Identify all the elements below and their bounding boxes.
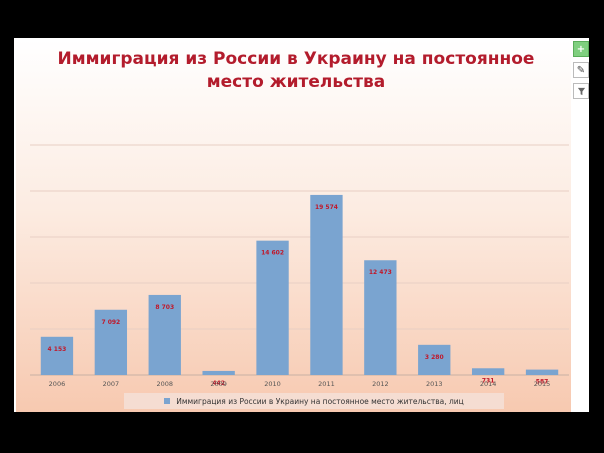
bar [418, 344, 451, 375]
chart-title: Иммиграция из России в Украину на постоя… [57, 49, 535, 92]
x-tick-label: 2010 [264, 380, 281, 388]
data-label: 14 602 [261, 250, 284, 257]
x-tick-label: 2009 [210, 380, 227, 388]
chart-toolbar: + ✎ [573, 41, 589, 104]
data-label: 19 574 [315, 204, 338, 211]
data-label: 587 [536, 379, 549, 386]
bar [256, 240, 289, 375]
chart-styles-button[interactable]: ✎ [573, 62, 589, 78]
data-label: 7 092 [101, 319, 120, 326]
data-label: 3 280 [425, 354, 444, 361]
bar [148, 294, 181, 375]
data-label: 12 473 [369, 269, 392, 276]
x-tick-label: 2015 [534, 380, 551, 388]
bar [94, 309, 128, 375]
bar [525, 369, 559, 375]
chart-legend[interactable]: Иммиграция из России в Украину на постоя… [124, 393, 504, 409]
bar [202, 370, 235, 375]
data-label: 442 [212, 380, 225, 387]
data-label: 731 [482, 377, 495, 384]
filter-icon [577, 87, 585, 95]
brush-icon: ✎ [576, 64, 586, 76]
data-label: 8 703 [155, 304, 174, 311]
x-tick-label: 2013 [426, 380, 443, 388]
x-tick-label: 2011 [318, 380, 335, 388]
x-tick-label: 2012 [372, 380, 389, 388]
x-tick-label: 2006 [49, 380, 66, 388]
bar [471, 368, 505, 375]
data-label: 4 153 [48, 346, 67, 353]
x-tick-label: 2014 [480, 380, 497, 388]
bar [40, 336, 74, 375]
chart-filters-button[interactable] [573, 83, 589, 99]
chart-panel[interactable]: Иммиграция из России в Украину на постоя… [16, 40, 571, 412]
plus-icon: + [576, 43, 586, 55]
x-tick-label: 2008 [156, 380, 173, 388]
bar [310, 194, 343, 375]
legend-label: Иммиграция из России в Украину на постоя… [176, 396, 464, 406]
bar [364, 260, 397, 375]
x-tick-label: 2007 [103, 380, 120, 388]
chart-elements-button[interactable]: + [573, 41, 589, 57]
legend-swatch [164, 398, 171, 404]
